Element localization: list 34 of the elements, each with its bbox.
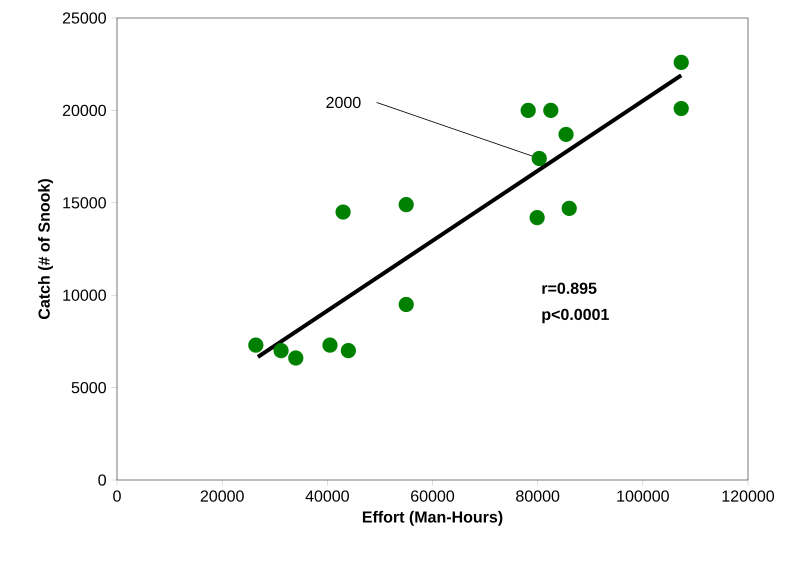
point [532,150,547,166]
y-tick-label: 5000 [72,382,106,394]
x-tick-label: 100000 [617,490,669,502]
x-tick-label: 0 [113,490,121,502]
point [530,210,545,226]
y-tick-label: 20000 [62,104,106,116]
point [248,337,264,353]
annotation: p<0.0001 [542,308,609,324]
point [674,54,689,70]
point [322,337,338,353]
point [543,102,558,118]
x-tick-label: 120000 [722,490,774,502]
point [562,200,577,216]
y-tick-label: 0 [98,474,106,486]
point [273,343,289,358]
y-tick-label: 15000 [63,197,106,208]
y-tick-label: 25000 [62,12,106,24]
point [340,343,356,358]
x-tick-label: 40000 [305,490,349,502]
point [288,350,304,366]
point [520,102,536,118]
annotation: r=0.895 [542,282,596,294]
y-axis-title: Catch (# of Snook) [38,179,53,320]
point [558,126,574,142]
point [398,197,414,212]
x-tick-label: 80000 [516,490,560,502]
point [398,296,414,312]
y-tick-label: 10000 [63,290,106,301]
x-axis-title: Effort (Man-Hours) [362,510,502,526]
point [674,100,689,116]
x-tick-label: 60000 [411,490,454,502]
x-tick-label: 20000 [200,490,244,502]
annotation: 2000 [326,96,361,108]
point [336,204,351,220]
